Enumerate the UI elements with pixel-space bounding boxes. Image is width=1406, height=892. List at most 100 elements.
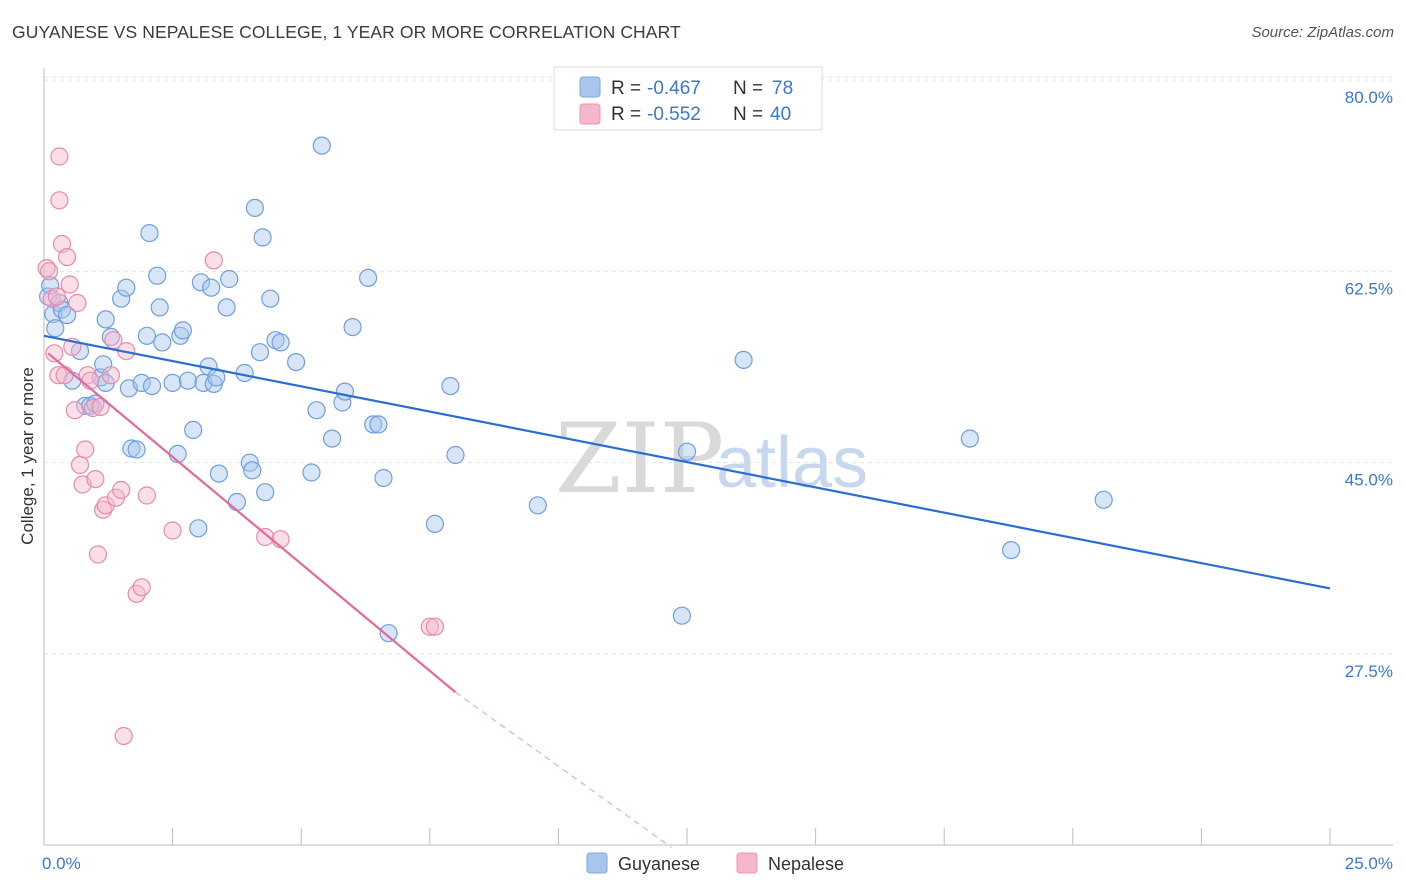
guyanese-point <box>227 492 246 512</box>
y-tick-label: 45.0% <box>1345 471 1393 490</box>
legend-swatch-guyanese <box>579 76 601 98</box>
nepalese-point <box>112 480 131 500</box>
nepalese-point <box>50 147 69 166</box>
nepalese-point <box>271 530 290 549</box>
watermark: ZIP atlas <box>555 403 868 515</box>
nepalese-point <box>425 617 444 636</box>
guyanese-point <box>359 268 378 287</box>
trend-lines <box>43 334 1331 849</box>
guyanese-point <box>677 442 697 461</box>
nepalese-point <box>39 262 59 281</box>
guyanese-point <box>148 266 167 285</box>
nepalese-point <box>70 455 90 474</box>
guyanese-point <box>672 606 692 625</box>
guyanese-point <box>112 289 131 308</box>
guyanese-point <box>150 298 169 317</box>
legend-r-value-2: -0.552 <box>647 104 701 125</box>
guyanese-point <box>446 445 465 465</box>
nepalese-point <box>101 366 121 385</box>
guyanese-point <box>528 496 547 515</box>
guyanese-point <box>369 415 388 434</box>
source-label: Source: ZipAtlas.com <box>1251 24 1394 41</box>
guyanese-point <box>441 377 460 396</box>
guyanese-point <box>142 377 162 396</box>
y-tick-label: 62.5% <box>1345 279 1393 298</box>
series-legend-swatch-nepalese <box>736 852 758 874</box>
nepalese-point <box>137 486 156 505</box>
nepalese-point <box>96 496 115 515</box>
guyanese-point <box>117 278 136 297</box>
nepalese-point <box>86 470 105 489</box>
series-legend-guyanese: Guyanese <box>618 854 700 874</box>
guyanese-point <box>101 327 121 346</box>
guyanese-point <box>122 439 141 458</box>
guyanese-point <box>323 429 342 448</box>
watermark-zip: ZIP <box>555 403 724 515</box>
guyanese-point <box>245 198 264 217</box>
guyanese-point <box>132 373 151 392</box>
chart-title: GUYANESE VS NEPALESE COLLEGE, 1 YEAR OR … <box>12 22 681 42</box>
legend-r-label-1: R = <box>611 78 641 99</box>
guyanese-point <box>425 514 444 534</box>
guyanese-point <box>734 350 753 369</box>
guyanese-point <box>191 273 210 292</box>
nepalese-point <box>114 726 133 746</box>
guyanese-point <box>335 382 354 401</box>
nepalese-point <box>45 344 64 363</box>
legend-r-value-1: -0.467 <box>647 78 701 99</box>
guyanese-point <box>153 333 172 352</box>
guyanese-point <box>261 289 280 308</box>
nepalese-point <box>132 578 151 597</box>
nepalese-point <box>88 545 108 564</box>
guyanese-point <box>364 415 383 434</box>
nepalese-point <box>420 617 439 636</box>
nepalese-point <box>37 259 56 278</box>
legend-n-value-2: 40 <box>770 104 791 125</box>
guyanese-point <box>57 306 77 325</box>
guyanese-point <box>220 269 239 289</box>
guyanese-point <box>1094 490 1113 509</box>
guyanese-point <box>250 343 270 362</box>
series-legend: Guyanese Nepalese <box>586 852 844 874</box>
guyanese-trend-line <box>43 334 1331 590</box>
nepalese-trend-line <box>47 352 457 694</box>
guyanese-point <box>1001 540 1021 560</box>
axes <box>43 68 1393 846</box>
legend-n-label-1: N = <box>733 78 763 99</box>
nepalese-point <box>60 275 79 294</box>
legend-n-label-2: N = <box>733 104 763 125</box>
y-axis-label: College, 1 year or more <box>18 367 37 545</box>
guyanese-point <box>307 401 326 420</box>
guyanese-point <box>202 278 221 297</box>
nepalese-point <box>57 248 77 267</box>
guyanese-point <box>184 420 203 439</box>
guyanese-point <box>178 371 198 390</box>
legend-n-value-1: 78 <box>772 78 793 99</box>
nepalese-point <box>68 293 87 313</box>
nepalese-point <box>76 440 95 459</box>
guyanese-point <box>374 468 393 488</box>
nepalese-point <box>204 251 223 270</box>
nepalese-point <box>163 521 182 540</box>
guyanese-point <box>96 310 115 329</box>
nepalese-point <box>50 191 69 210</box>
guyanese-point <box>173 321 192 340</box>
guyanese-point <box>209 464 228 483</box>
guyanese-point <box>302 463 321 482</box>
guyanese-point <box>46 319 65 338</box>
nepalese-trend-extension <box>455 691 672 849</box>
series-legend-swatch-guyanese <box>586 852 608 874</box>
series-legend-nepalese: Nepalese <box>768 854 844 874</box>
guyanese-point <box>137 326 156 345</box>
guyanese-point <box>127 440 146 459</box>
guyanese-point <box>41 276 60 295</box>
guyanese-point <box>44 304 63 324</box>
nepalese-point <box>256 527 275 547</box>
guyanese-point <box>256 483 275 502</box>
data-points <box>37 136 1113 746</box>
legend-r-label-2: R = <box>611 104 641 125</box>
correlation-legend: R = -0.467 N = 78 R = -0.552 N = 40 <box>553 66 823 131</box>
legend-swatch-nepalese <box>579 103 601 125</box>
x-tick-max: 25.0% <box>1345 854 1393 873</box>
